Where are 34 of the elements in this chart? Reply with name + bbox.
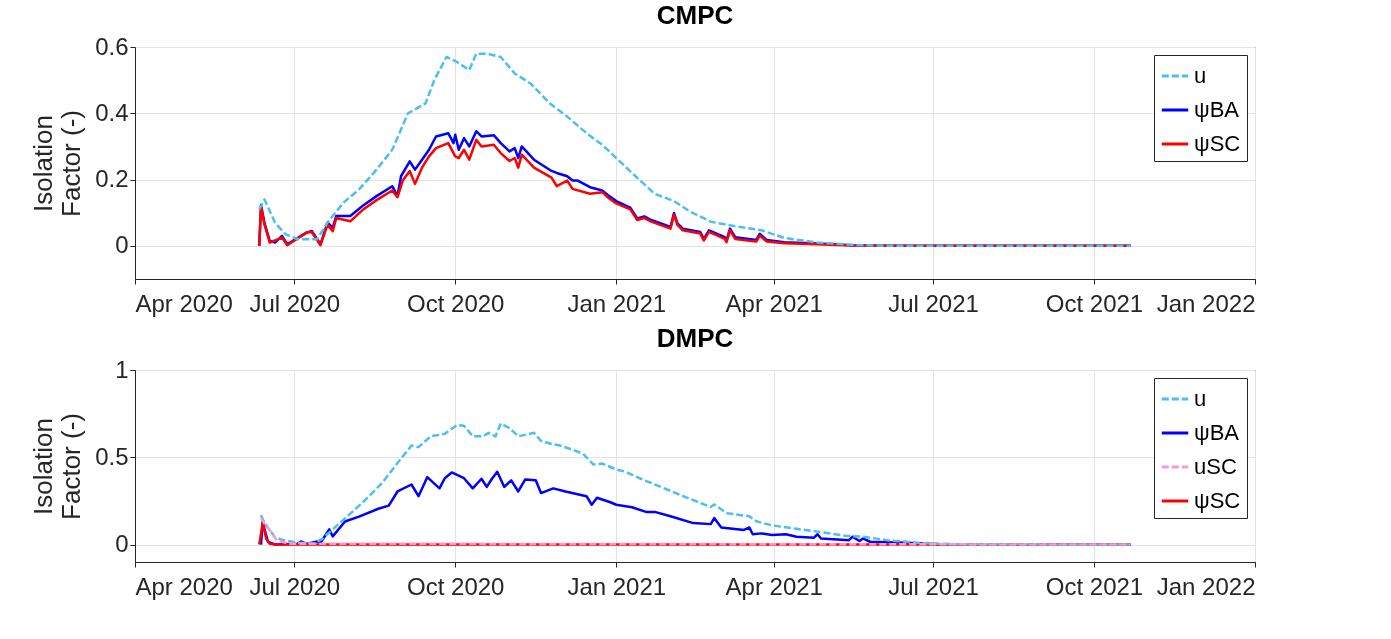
legend-label: u [1194, 63, 1207, 88]
chart-title: DMPC [656, 323, 734, 353]
chart-title: CMPC [656, 0, 734, 30]
legend-label: u [1194, 386, 1207, 411]
x-tick-label: Apr 2021 [725, 572, 823, 600]
x-tick-label: Oct 2020 [407, 572, 505, 600]
legend-label: ψBA [1194, 97, 1240, 122]
x-tick-label: Jul 2021 [888, 289, 979, 317]
y-tick-label: 0 [115, 530, 129, 558]
x-tick-label: Apr 2020 [135, 289, 233, 317]
x-tick-label: Apr 2020 [135, 572, 233, 600]
y-tick-label: 1 [115, 355, 129, 383]
x-tick-label: Jul 2021 [888, 572, 979, 600]
x-tick-label: Oct 2021 [1045, 289, 1144, 317]
x-tick-label: Jul 2020 [249, 289, 341, 317]
x-tick-label: Apr 2021 [725, 289, 823, 317]
y-tick-label: 0.2 [95, 165, 129, 193]
x-tick-label: Oct 2021 [1045, 572, 1144, 600]
y-tick-label: 0.4 [95, 98, 129, 126]
legend-label: ψSC [1194, 488, 1241, 513]
x-tick-label: Jan 2021 [567, 289, 667, 317]
x-tick-label: Jan 2022 [1156, 572, 1256, 600]
legend-label: uSC [1194, 454, 1237, 479]
y-axis-title: Isolation Factor (-) [28, 110, 87, 217]
legend-label: ψSC [1194, 131, 1241, 156]
y-tick-label: 0 [115, 231, 129, 259]
y-tick-label: 0.6 [95, 32, 129, 60]
x-tick-label: Jan 2021 [567, 572, 667, 600]
x-tick-label: Jan 2022 [1156, 289, 1256, 317]
y-tick-label: 0.5 [95, 442, 129, 470]
x-tick-label: Jul 2020 [249, 572, 341, 600]
y-axis-title: Isolation Factor (-) [28, 413, 87, 520]
legend-label: ψBA [1194, 420, 1240, 445]
x-tick-label: Oct 2020 [407, 289, 505, 317]
